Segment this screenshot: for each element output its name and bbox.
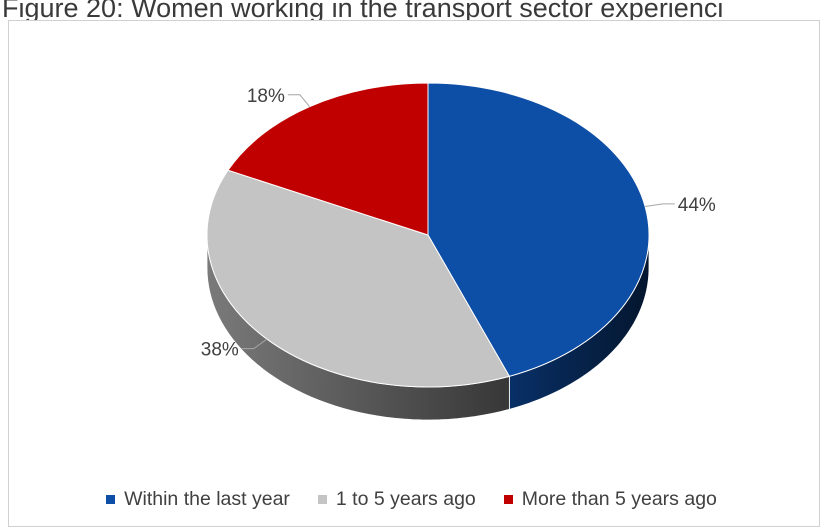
pie-slice-2 [227,82,429,236]
chart-area: 44% 38% 18% [8,20,820,527]
pie-slice-1 [206,169,511,388]
legend-label: 1 to 5 years ago [335,488,476,510]
legend-label: Within the last year [124,488,290,510]
legend-swatch [106,495,116,504]
legend-label: More than 5 years ago [521,488,717,510]
data-label-1: 38% [201,340,239,361]
legend-swatch [317,495,327,504]
data-label-2: 18% [247,86,285,107]
leader-line-0 [645,203,675,207]
pie-chart: 44% 38% 18% [201,82,716,421]
legend: Within the last year 1 to 5 years ago Mo… [0,488,823,511]
figure-title: Figure 20: Women working in the transpor… [2,0,724,23]
leader-line-2 [287,94,310,108]
data-label-0: 44% [678,195,716,216]
leader-line-1 [241,338,268,350]
legend-item-1-to-5-years: 1 to 5 years ago [317,488,476,511]
legend-item-more-than-5-years: More than 5 years ago [503,488,717,511]
legend-item-within-last-year: Within the last year [106,488,290,511]
legend-swatch [503,495,513,504]
